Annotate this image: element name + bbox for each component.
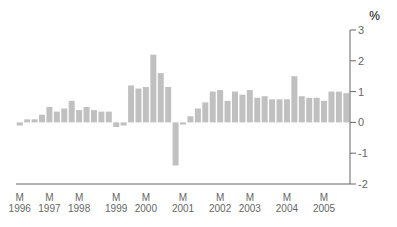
svg-text:1: 1 bbox=[358, 86, 364, 98]
svg-text:M1998: M1998 bbox=[68, 192, 91, 214]
svg-text:M2001: M2001 bbox=[172, 192, 195, 214]
svg-text:M1996: M1996 bbox=[9, 192, 32, 214]
svg-text:0: 0 bbox=[358, 116, 364, 128]
svg-text:-1: -1 bbox=[358, 147, 368, 159]
svg-text:M2000: M2000 bbox=[135, 192, 158, 214]
svg-text:M1999: M1999 bbox=[105, 192, 128, 214]
svg-text:M2004: M2004 bbox=[276, 192, 299, 214]
svg-text:-2: -2 bbox=[358, 178, 368, 190]
svg-text:M1997: M1997 bbox=[38, 192, 61, 214]
svg-text:M2003: M2003 bbox=[239, 192, 262, 214]
svg-text:M2002: M2002 bbox=[209, 192, 232, 214]
svg-text:2: 2 bbox=[358, 55, 364, 67]
svg-text:3: 3 bbox=[358, 24, 364, 36]
svg-text:M2005: M2005 bbox=[313, 192, 336, 214]
